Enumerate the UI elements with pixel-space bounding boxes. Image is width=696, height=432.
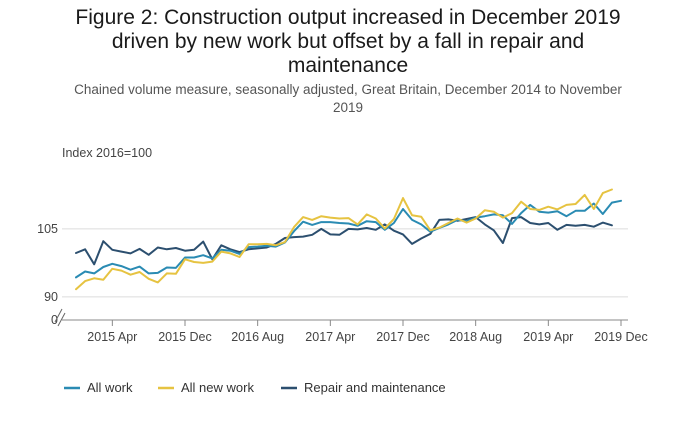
axis-break-mark (54, 308, 66, 327)
grid-lines (62, 228, 628, 298)
chart-title: Figure 2: Construction output increased … (0, 6, 696, 78)
y-tick-label: 90 (44, 290, 58, 304)
chart-title-line: Figure 2: Construction output increased … (75, 6, 621, 29)
chart-subtitle-line: 2019 (332, 100, 364, 115)
y-axis-label: Index 2016=100 (62, 146, 152, 160)
y-tick-label: 0 (51, 313, 58, 327)
x-axis: 2015 Apr 2015 Dec 2016 Aug 2017 Apr 2017 Dec… (54, 308, 648, 344)
chart-title-line: driven by new work but offset by a fall … (111, 30, 585, 53)
series-line-all-work (75, 199, 622, 279)
x-tick-label: 2019 Apr (523, 330, 573, 344)
series-line-all-new-work (75, 188, 613, 291)
x-tick-label: 2015 Apr (87, 330, 137, 344)
x-tick-label: 2019 Dec (594, 330, 648, 344)
y-tick-label: 105 (37, 222, 58, 236)
chart-subtitle: Chained volume measure, seasonally adjus… (40, 81, 656, 117)
series-lines (75, 188, 622, 291)
legend-label: All work (87, 380, 133, 395)
y-axis-ticks: 105 90 0 (37, 222, 58, 327)
legend-label: Repair and maintenance (304, 380, 446, 395)
x-tick-label: 2017 Dec (376, 330, 430, 344)
legend-label: All new work (181, 380, 254, 395)
x-tick-label: 2016 Aug (231, 330, 284, 344)
series-line-repair-and-maintenance (75, 216, 613, 266)
x-tick-label: 2017 Apr (305, 330, 355, 344)
x-tick-label: 2015 Dec (158, 330, 212, 344)
legend: All work All new work Repair and maintenan… (64, 380, 446, 395)
chart-subtitle-line: Chained volume measure, seasonally adjus… (74, 82, 622, 97)
chart-title-line: maintenance (287, 54, 409, 77)
x-tick-label: 2018 Aug (449, 330, 502, 344)
